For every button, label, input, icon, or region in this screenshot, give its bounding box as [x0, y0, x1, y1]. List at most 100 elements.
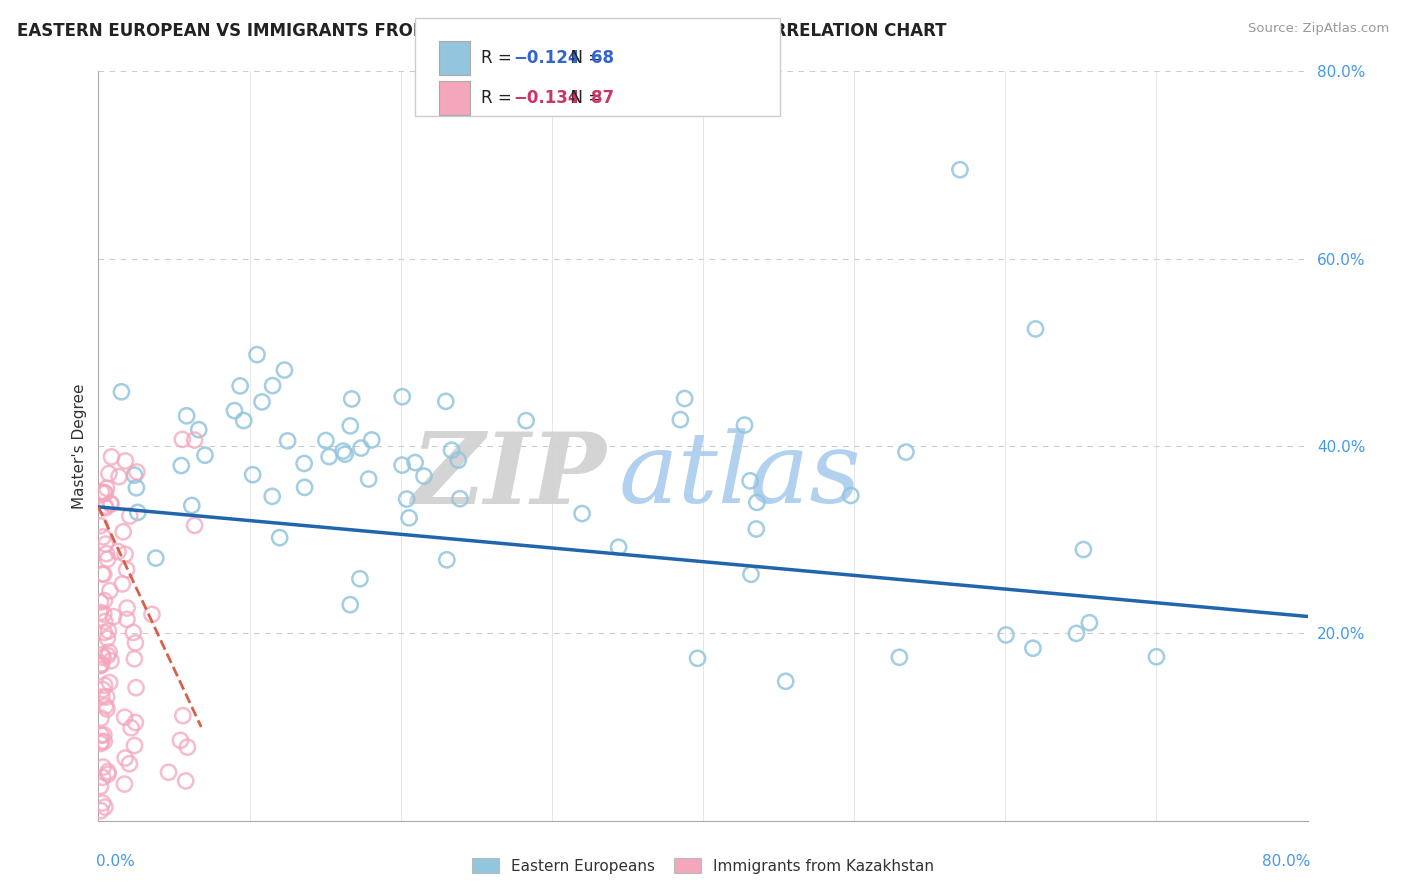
Point	[740, 567, 762, 582]
Text: atlas: atlas	[619, 428, 860, 524]
Point	[98, 675, 121, 690]
Point	[339, 418, 361, 433]
Point	[114, 547, 136, 561]
Point	[269, 531, 291, 545]
Point	[224, 403, 246, 417]
Point	[350, 441, 373, 455]
Point	[669, 412, 692, 426]
Point	[91, 760, 114, 774]
Point	[229, 379, 252, 393]
Point	[839, 488, 862, 502]
Point	[673, 392, 696, 406]
Point	[125, 465, 148, 479]
Point	[98, 645, 121, 659]
Point	[108, 469, 131, 483]
Point	[90, 728, 112, 742]
Point	[122, 625, 145, 640]
Point	[100, 654, 122, 668]
Point	[949, 162, 972, 177]
Text: 68: 68	[591, 49, 613, 67]
Point	[273, 363, 295, 377]
Point	[262, 489, 284, 503]
Point	[349, 572, 371, 586]
Text: 0.0%: 0.0%	[96, 855, 135, 870]
Point	[127, 505, 149, 519]
Legend: Eastern Europeans, Immigrants from Kazakhstan: Eastern Europeans, Immigrants from Kazak…	[465, 852, 941, 880]
Point	[91, 682, 114, 697]
Point	[339, 598, 361, 612]
Point	[114, 751, 136, 765]
Point	[894, 445, 917, 459]
Point	[395, 491, 418, 506]
Point	[398, 511, 420, 525]
Point	[91, 796, 114, 810]
Text: Source: ZipAtlas.com: Source: ZipAtlas.com	[1249, 22, 1389, 36]
Point	[124, 652, 146, 666]
Point	[333, 447, 356, 461]
Point	[103, 609, 125, 624]
Point	[89, 737, 111, 751]
Point	[94, 486, 117, 500]
Text: N =: N =	[560, 89, 607, 107]
Point	[686, 651, 709, 665]
Point	[89, 658, 111, 673]
Point	[889, 650, 911, 665]
Point	[94, 500, 117, 515]
Text: 87: 87	[591, 89, 613, 107]
Point	[93, 678, 115, 692]
Point	[277, 434, 299, 448]
Point	[124, 739, 146, 753]
Point	[90, 804, 112, 818]
Point	[1022, 641, 1045, 656]
Point	[94, 699, 117, 714]
Text: ZIP: ZIP	[412, 428, 606, 524]
Point	[91, 648, 114, 662]
Point	[93, 567, 115, 582]
Point	[246, 348, 269, 362]
Point	[449, 491, 471, 506]
Point	[391, 390, 413, 404]
Point	[174, 773, 197, 788]
Point	[1144, 649, 1167, 664]
Point	[183, 518, 205, 533]
Point	[89, 518, 111, 533]
Point	[745, 495, 768, 509]
Point	[96, 690, 118, 704]
Point	[183, 433, 205, 447]
Point	[112, 524, 135, 539]
Point	[391, 458, 413, 472]
Point	[93, 485, 115, 500]
Point	[118, 509, 141, 524]
Text: EASTERN EUROPEAN VS IMMIGRANTS FROM KAZAKHSTAN MASTER'S DEGREE CORRELATION CHART: EASTERN EUROPEAN VS IMMIGRANTS FROM KAZA…	[17, 22, 946, 40]
Point	[91, 567, 114, 582]
Point	[94, 499, 117, 513]
Point	[125, 481, 148, 495]
Point	[100, 497, 122, 511]
Point	[89, 595, 111, 609]
Point	[413, 469, 436, 483]
Point	[115, 563, 138, 577]
Point	[745, 522, 768, 536]
Point	[90, 658, 112, 673]
Point	[242, 467, 264, 482]
Point	[169, 733, 191, 747]
Point	[90, 711, 112, 725]
Point	[93, 734, 115, 748]
Point	[93, 607, 115, 621]
Point	[187, 423, 209, 437]
Point	[180, 499, 202, 513]
Point	[447, 453, 470, 467]
Point	[141, 607, 163, 622]
Point	[94, 800, 117, 814]
Point	[176, 740, 198, 755]
Point	[120, 721, 142, 735]
Point	[775, 674, 797, 689]
Point	[172, 433, 194, 447]
Point	[90, 735, 112, 749]
Point	[91, 771, 114, 785]
Point	[1066, 626, 1088, 640]
Point	[114, 777, 136, 791]
Point	[607, 540, 630, 554]
Text: 80.0%: 80.0%	[1261, 855, 1310, 870]
Point	[1078, 615, 1101, 630]
